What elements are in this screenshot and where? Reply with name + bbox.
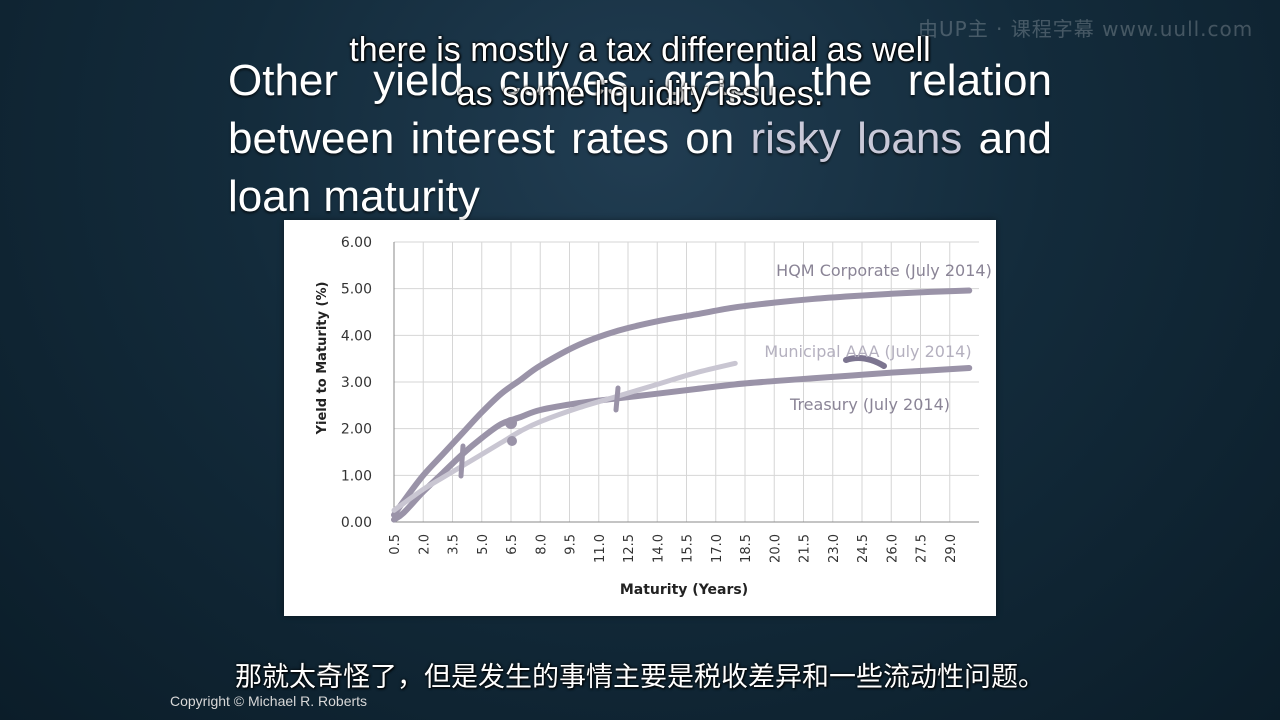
pen-dot xyxy=(505,417,517,429)
x-tick-label: 14.0 xyxy=(651,534,666,563)
x-tick-label: 3.5 xyxy=(447,534,462,555)
x-tick-label: 24.5 xyxy=(856,534,871,563)
x-tick-label: 5.0 xyxy=(476,534,491,555)
pen-scribble xyxy=(843,355,887,369)
pen-dot xyxy=(507,436,517,446)
slide-title-accent: risky loans xyxy=(750,114,963,163)
x-axis-label: Maturity (Years) xyxy=(620,582,748,598)
series-labels: HQM Corporate (July 2014) Treasury (July … xyxy=(764,261,991,414)
x-tick-label: 20.0 xyxy=(768,534,783,563)
pen-annotations xyxy=(458,355,887,479)
y-tick-label: 3.00 xyxy=(341,375,372,391)
x-tick-labels: 0.5 2.0 3.5 5.0 6.5 8.0 9.5 11.0 12.5 14.0 15.5 17.… xyxy=(388,534,959,563)
x-tick-label: 21.5 xyxy=(798,534,813,563)
treasury-line xyxy=(391,365,973,523)
copyright-notice: Copyright © Michael R. Roberts xyxy=(170,693,368,709)
hqm-corporate-label: HQM Corporate (July 2014) xyxy=(776,261,992,280)
y-tick-label: 0.00 xyxy=(341,515,372,531)
y-tick-label: 4.00 xyxy=(341,328,372,344)
x-tick-label: 0.5 xyxy=(388,534,403,555)
x-tick-label: 27.5 xyxy=(915,534,930,563)
y-tick-label: 1.00 xyxy=(341,468,372,484)
municipal-aaa-line xyxy=(391,360,738,513)
x-tick-label: 9.5 xyxy=(564,534,579,555)
x-tick-label: 23.0 xyxy=(827,534,842,563)
y-tick-labels: 0.00 1.00 2.00 3.00 4.00 5.00 6.00 xyxy=(341,235,372,531)
hqm-corporate-line xyxy=(391,287,973,518)
slide-title-part1: Other yield curves graph the relation be… xyxy=(228,56,1052,163)
x-tick-label: 2.0 xyxy=(417,534,432,555)
pen-tick-mark xyxy=(613,385,621,413)
x-tick-label: 15.5 xyxy=(681,534,696,563)
chart-svg: 0.00 1.00 2.00 3.00 4.00 5.00 6.00 0.5 2.0 3.5 5.… xyxy=(315,235,992,598)
y-tick-label: 5.00 xyxy=(341,282,372,298)
chart-grid xyxy=(393,241,979,522)
x-tick-label: 18.5 xyxy=(739,534,754,563)
y-tick-label: 2.00 xyxy=(341,422,372,438)
x-tick-label: 6.5 xyxy=(505,534,520,555)
slide-title-part2: and loan maturity xyxy=(228,114,1052,221)
municipal-aaa-label: Municipal AAA (July 2014) xyxy=(764,342,971,361)
chart-axes xyxy=(393,242,979,523)
x-tick-label: 17.0 xyxy=(710,534,725,563)
english-subtitle: there is mostly a tax differential as we… xyxy=(349,31,931,113)
chinese-subtitle: 那就太奇怪了，但是发生的事情主要是税收差异和一些流动性问题。 xyxy=(235,662,1045,693)
slide-title: Other yield curves graph the relation be… xyxy=(228,52,1052,226)
watermark-text: 由UP主 · 课程字幕 www.uull.com xyxy=(918,17,1254,41)
x-tick-label: 8.0 xyxy=(534,534,549,555)
treasury-label: Treasury (July 2014) xyxy=(789,395,950,414)
x-tick-label: 29.0 xyxy=(944,534,959,563)
y-axis-label: Yield to Maturity (%) xyxy=(315,282,330,436)
y-tick-label: 6.00 xyxy=(341,235,372,251)
x-tick-label: 11.0 xyxy=(593,534,608,563)
pen-tick-mark xyxy=(458,443,466,479)
x-tick-label: 26.0 xyxy=(885,534,900,563)
yield-curve-chart: 0.00 1.00 2.00 3.00 4.00 5.00 6.00 0.5 2.0 3.5 5.… xyxy=(284,220,996,616)
x-tick-label: 12.5 xyxy=(622,534,637,563)
